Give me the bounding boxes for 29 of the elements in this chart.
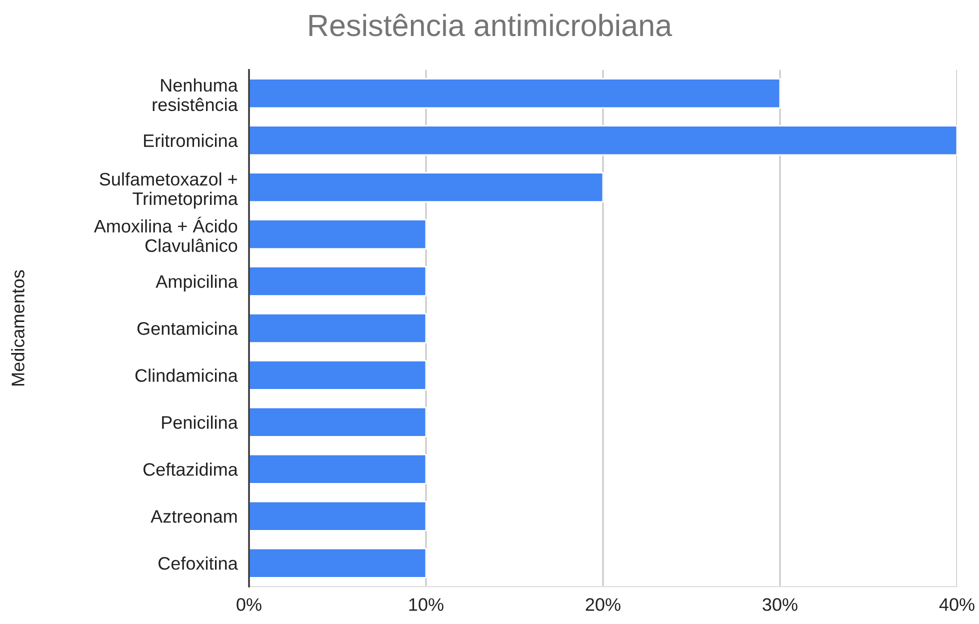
y-tick-label: Eritromicina	[144, 134, 238, 148]
y-tick-label: Amoxilina + Ácido Clavulânico	[94, 216, 238, 252]
x-tick-label: 40%	[939, 598, 974, 611]
y-tick-label: Aztreonam	[150, 510, 237, 523]
y-tick-label: Sulfametoxazol + Trimetoprima	[100, 172, 238, 209]
x-tick-label: 30%	[762, 598, 798, 611]
bar	[249, 406, 427, 438]
y-tick-label: Penicilina	[162, 416, 238, 429]
y-tick-label: Nenhuma resistência	[152, 78, 238, 112]
y-tick-label: Clindamicina	[135, 368, 238, 382]
chart-title: Resistência antimicrobiana	[309, 14, 672, 36]
x-tick-label: 10%	[409, 598, 444, 611]
bar	[249, 266, 427, 297]
y-tick-label: Ampicilina	[156, 274, 238, 292]
y-axis-title: Medicamentos	[11, 270, 24, 386]
bar	[249, 548, 427, 578]
bar	[249, 78, 781, 109]
y-tick-label: Ceftazidima	[143, 462, 238, 476]
y-tick-label: Gentamicina	[137, 322, 238, 335]
bar	[249, 500, 427, 532]
bar	[249, 360, 427, 390]
x-tick-label: 0%	[236, 598, 262, 611]
bar	[249, 454, 427, 484]
y-tick-label: Cefoxitina	[158, 556, 238, 570]
bar	[249, 219, 427, 250]
x-tick-label: 20%	[586, 598, 620, 611]
bar	[249, 172, 604, 203]
bar	[249, 125, 957, 156]
bar	[249, 312, 427, 344]
